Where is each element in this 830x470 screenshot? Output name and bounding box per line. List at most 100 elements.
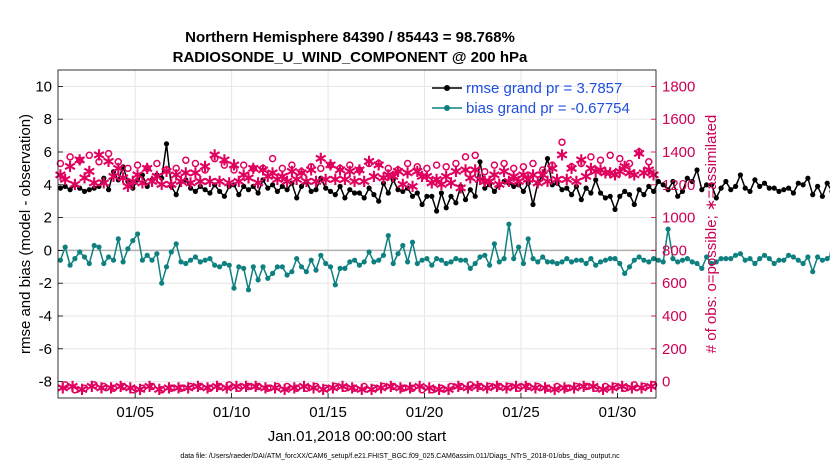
bias-point — [496, 259, 502, 265]
y-tick-label: 10 — [35, 78, 52, 95]
assimilated-obs-marker: ∗ — [219, 378, 234, 399]
rmse-point — [173, 192, 179, 198]
assimilated-obs-marker: ∗ — [313, 148, 328, 169]
possible-obs-marker — [428, 386, 436, 394]
right-axis-ticks: 0 200 400 600 800 1000 1200 1400 1600 1800 — [651, 78, 695, 391]
rmse-point — [86, 187, 92, 193]
possible-obs-marker — [374, 159, 383, 168]
possible-obs-marker — [148, 382, 156, 391]
rmse-point — [795, 180, 801, 186]
assimilated-obs-marker: ∗ — [593, 159, 608, 180]
bias-point — [733, 252, 739, 258]
assimilated-obs-marker: ∗ — [419, 166, 434, 187]
bias-point — [342, 265, 348, 271]
bias-point — [641, 257, 647, 263]
bias-point — [467, 265, 473, 271]
y-right-tick-label: 1800 — [662, 78, 695, 95]
rmse-point — [395, 187, 401, 193]
bias-point — [790, 254, 797, 260]
bias-point — [139, 257, 145, 263]
bias-point — [684, 256, 690, 262]
assimilated-obs-marker: ∗ — [511, 171, 526, 192]
assimilated-obs-marker: ∗ — [164, 174, 179, 195]
bias-point — [781, 257, 787, 263]
assimilated-obs-marker: ∗ — [65, 376, 80, 397]
rmse-point — [72, 182, 78, 188]
possible-obs-marker — [326, 161, 335, 169]
bias-point — [284, 272, 290, 278]
rmse-point — [607, 193, 613, 199]
y-axis-label: rmse and bias (model - observation) — [17, 114, 34, 354]
bias-point — [448, 259, 454, 265]
assimilated-obs-marker: ∗ — [576, 376, 591, 397]
possible-obs-marker — [413, 163, 422, 171]
bias-point — [689, 259, 695, 265]
bias-point — [144, 252, 150, 258]
bias-point — [516, 244, 522, 250]
possible-obs-marker — [264, 384, 272, 392]
assimilated-obs-marker: ∗ — [75, 379, 90, 400]
rmse-point — [564, 185, 570, 191]
y-right-tick-label: 400 — [662, 308, 687, 325]
bias-point — [226, 262, 232, 268]
rmse-point — [491, 188, 497, 194]
assimilated-obs-marker: ∗ — [323, 155, 338, 176]
possible-obs-marker — [490, 161, 499, 169]
possible-obs-marker — [596, 156, 605, 164]
assimilated-obs-marker: ∗ — [627, 164, 642, 185]
rmse-point — [217, 188, 223, 194]
bias-point — [472, 260, 478, 267]
legend-rmse-label: rmse grand pr = 3.7857 — [466, 80, 622, 97]
possible-obs-marker — [75, 156, 84, 164]
bias-series — [57, 221, 830, 293]
rmse-point — [516, 182, 522, 188]
bias-point — [67, 262, 73, 268]
bias-point — [795, 257, 801, 263]
bias-point — [385, 233, 391, 239]
legend-bias-marker — [444, 105, 450, 111]
assimilated-obs-marker: ∗ — [634, 378, 649, 399]
rmse-point — [699, 187, 705, 193]
rmse-point — [289, 180, 295, 186]
possible-obs-marker — [582, 382, 590, 391]
possible-obs-marker — [572, 382, 581, 391]
possible-obs-marker — [331, 382, 340, 391]
possible-obs-marker — [259, 164, 267, 173]
bias-point — [482, 252, 488, 258]
assimilated-obs-marker: ∗ — [362, 151, 377, 172]
rmse-point — [482, 185, 488, 191]
assimilated-obs-marker: ∗ — [144, 171, 159, 192]
assimilated-obs-marker: ∗ — [554, 145, 569, 166]
rmse-point — [771, 185, 777, 191]
assimilated-obs-marker: ∗ — [154, 174, 169, 195]
bias-point — [766, 256, 772, 262]
bias-point — [192, 254, 198, 260]
possible-obs-marker — [630, 381, 639, 389]
assimilated-obs-marker: ∗ — [306, 378, 321, 399]
rmse-point — [308, 188, 314, 194]
bias-point — [776, 257, 782, 263]
bias-point — [337, 265, 343, 271]
rmse-point — [327, 188, 334, 194]
rmse-point — [588, 190, 594, 196]
assimilated-obs-marker: ∗ — [181, 378, 196, 399]
rmse-point — [91, 185, 97, 191]
y-right-tick-label: 800 — [662, 242, 687, 259]
bias-point — [115, 236, 121, 242]
assimilated-obs-marker: ∗ — [178, 163, 193, 184]
assimilated-obs-marker: ∗ — [316, 379, 331, 400]
rmse-point — [144, 183, 150, 189]
possible-obs-marker — [495, 382, 504, 391]
assimilated-obs-marker: ∗ — [615, 376, 630, 397]
assimilated-obs-marker: ∗ — [521, 169, 536, 190]
bias-point — [588, 256, 594, 262]
bias-point — [559, 259, 565, 265]
assimilated-obs-marker: ∗ — [482, 171, 497, 192]
rmse-point — [597, 190, 604, 196]
possible-obs-marker — [591, 384, 600, 392]
bias-point — [786, 252, 792, 258]
assimilated-obs-marker: ∗ — [644, 376, 659, 397]
bias-point — [655, 257, 662, 263]
possible-obs-marker — [558, 138, 566, 146]
rmse-point — [390, 177, 396, 183]
